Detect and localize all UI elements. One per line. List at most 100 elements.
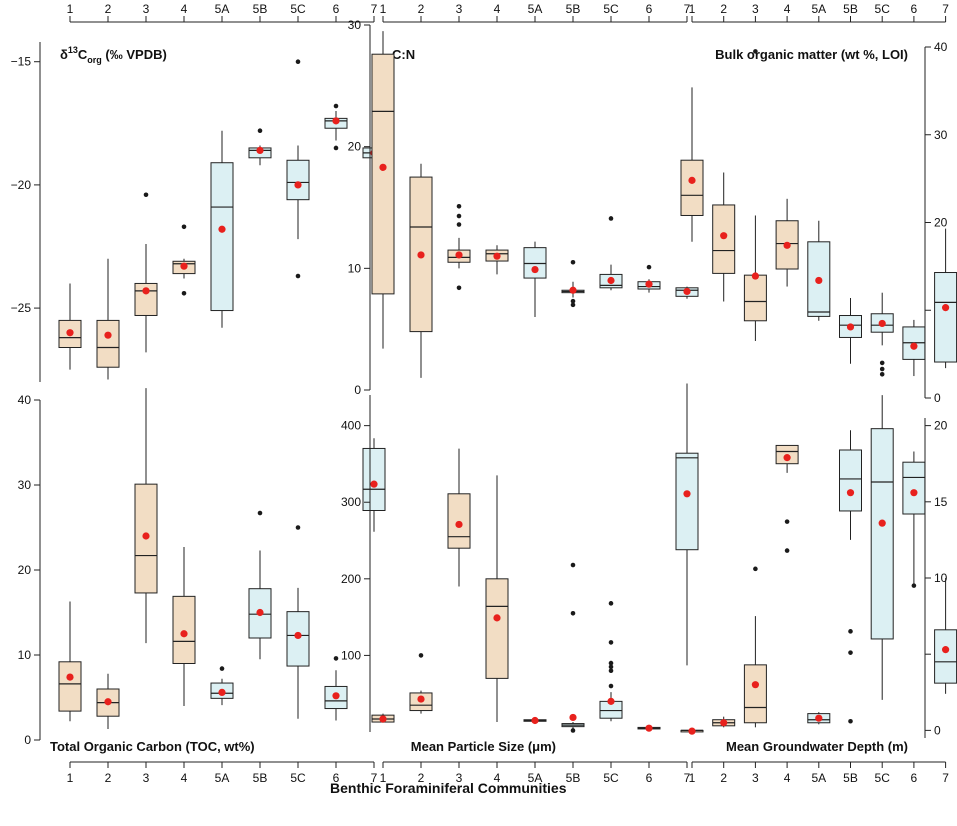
box [58, 661, 82, 712]
box-group-6 [637, 264, 661, 293]
box-group-4 [485, 245, 509, 275]
outlier-point [333, 145, 339, 151]
group-tick-label: 3 [752, 771, 759, 785]
outlier-point [879, 360, 885, 366]
box-group-1 [58, 601, 82, 722]
box-group-5A [210, 666, 234, 706]
value-tick-label: 15 [934, 495, 948, 509]
box-group-5B [839, 297, 862, 364]
value-tick-label: 20 [348, 140, 362, 154]
outlier-point [608, 664, 614, 670]
group-tick-label: 5A [215, 2, 230, 16]
panel-cn: 0 10 20 30 1 2 3 4 5A 5B 5C 6 7 C:N [348, 2, 699, 397]
group-tick-label: 3 [456, 771, 463, 785]
panel-particle-size: 100 200 300 400 1 2 3 4 5A 5B 5C 6 7 Mean Particle Si… [341, 383, 699, 785]
outlier-point [879, 366, 885, 372]
box-group-4 [172, 224, 196, 296]
mean-point [370, 480, 378, 488]
outlier-point [784, 548, 790, 553]
box-group-3 [447, 203, 471, 291]
group-tick-label: 7 [684, 2, 691, 16]
outlier-point [608, 660, 614, 666]
value-tick-label: 0 [24, 733, 31, 747]
box [680, 159, 704, 216]
mean-point [720, 232, 728, 240]
outlier-point [608, 601, 614, 606]
group-tick-label: 2 [418, 2, 425, 16]
group-tick-label: 4 [494, 2, 501, 16]
box [172, 595, 196, 664]
box-group-6 [324, 103, 348, 151]
box-group-5C [286, 525, 310, 719]
outlier-point [333, 103, 339, 109]
outlier-point [646, 264, 652, 270]
box-group-7 [362, 438, 386, 532]
mean-point [455, 520, 463, 529]
group-tick-label: 5C [290, 2, 306, 16]
box [743, 664, 767, 724]
box [286, 159, 310, 201]
mean-point [531, 265, 539, 274]
mean-point [645, 280, 653, 288]
value-tick-label: 30 [348, 18, 362, 32]
value-tick-label: 40 [934, 40, 948, 54]
box-group-3 [743, 49, 767, 341]
mean-point [493, 614, 501, 622]
mean-point [815, 714, 823, 722]
group-tick-label: 2 [720, 2, 727, 16]
panel-title: C:N [392, 47, 415, 62]
outlier-point [181, 224, 187, 230]
outlier-point [295, 273, 301, 279]
group-tick-label: 1 [689, 771, 696, 785]
box [362, 447, 386, 512]
group-tick-label: 6 [911, 2, 918, 16]
group-tick-label: 5B [253, 771, 268, 785]
value-tick-label: 40 [18, 393, 32, 407]
mean-point [783, 454, 791, 462]
group-tick-label: 7 [371, 771, 378, 785]
box-group-6 [324, 656, 348, 721]
group-tick-label: 5A [811, 2, 826, 16]
box-group-6 [902, 451, 926, 588]
group-tick-label: 1 [380, 771, 387, 785]
group-tick-label: 4 [784, 2, 791, 16]
mean-point [607, 276, 615, 285]
mean-point [379, 715, 387, 723]
outlier-point [608, 640, 614, 645]
box-group-2 [409, 163, 433, 378]
value-tick-label: 0 [934, 391, 941, 405]
box-group-1 [371, 713, 395, 723]
panel-title: Mean Particle Size (μm) [411, 739, 556, 754]
outlier-point [753, 566, 758, 572]
outlier-point [570, 728, 576, 733]
group-tick-label: 1 [67, 771, 74, 785]
value-tick-label: 100 [341, 648, 361, 662]
box-group-5B [248, 510, 272, 660]
outlier-point [848, 629, 853, 634]
mean-point [942, 646, 950, 654]
box-group-1 [680, 727, 704, 735]
group-tick-label: 6 [333, 2, 340, 16]
mean-point [180, 262, 188, 270]
value-tick-label: 200 [341, 572, 361, 586]
mean-point [256, 146, 264, 155]
outlier-point [456, 203, 462, 209]
value-tick-label: −20 [11, 178, 32, 192]
value-tick-label: 20 [18, 563, 32, 577]
box-group-1 [58, 283, 82, 370]
outlier-point [143, 192, 149, 198]
mean-point [942, 304, 950, 312]
box-group-6 [902, 319, 926, 377]
panel-toc: 0 10 20 30 40 1 2 3 4 5A 5B 5C 6 7 Total Organic Carbo… [18, 388, 386, 785]
group-tick-label: 3 [752, 2, 759, 16]
value-tick-label: −25 [11, 301, 32, 315]
outlier-point [570, 562, 576, 568]
group-tick-label: 5B [566, 771, 581, 785]
group-tick-label: 7 [942, 771, 949, 785]
box [902, 461, 926, 515]
box-group-2 [409, 653, 433, 714]
title-part: org [87, 55, 102, 65]
group-tick-label: 6 [646, 2, 653, 16]
mean-point [417, 695, 425, 703]
group-tick-label: 5A [528, 2, 543, 16]
